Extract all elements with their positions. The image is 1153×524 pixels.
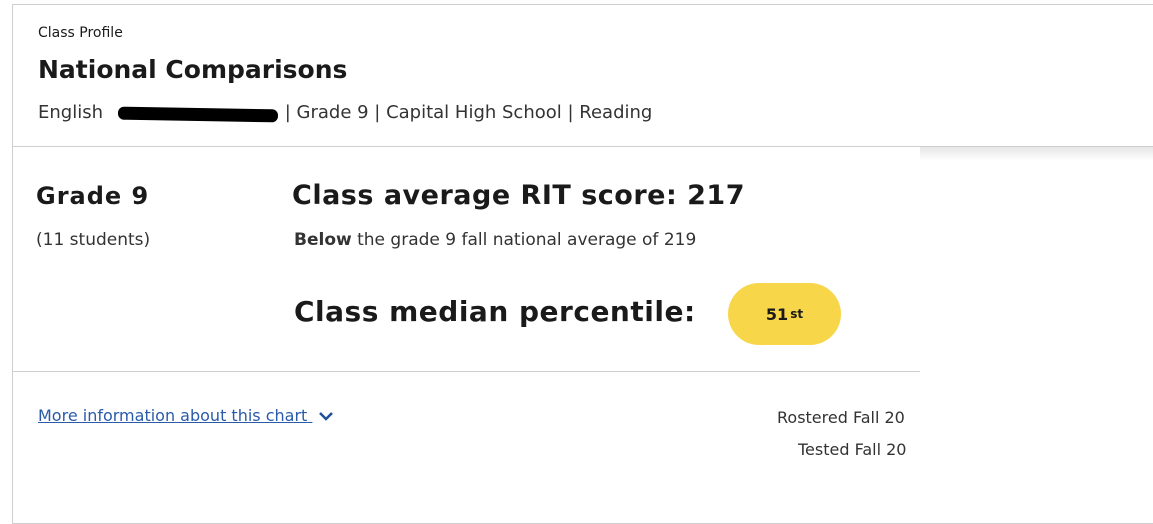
subtitle-start: English [38,102,103,123]
percentile-label: Class median percentile: [294,295,696,328]
percentile-suffix: st [790,307,804,321]
comparison-bold: Below [294,230,352,250]
redaction [117,106,279,123]
students: (11 students) [36,230,151,250]
shadow [920,147,1153,161]
subtitle: English | Grade 9 | Capital High School … [38,102,652,123]
page: Class Profile National Comparisons Engli… [12,4,1153,524]
comparison-rest: the grade 9 fall national average of 219 [351,230,697,250]
info-link[interactable]: More information about this chart [38,406,334,425]
eyebrow: Class Profile [38,25,123,41]
info-link-text[interactable]: More information about this chart [38,406,308,425]
blank-area [920,161,1153,513]
rostered: Rostered Fall 20 [777,408,905,427]
divider [12,371,920,372]
comparison: Below the grade 9 fall national average … [294,230,696,250]
percentile-value: 51 [765,304,789,324]
subtitle-end: | Grade 9 | Capital High School | Readin… [279,102,653,123]
tested: Tested Fall 20 [798,440,907,459]
rit-heading: Class average RIT score: 217 [292,180,746,211]
chevron-icon[interactable] [318,411,334,423]
title: National Comparisons [38,55,348,84]
grade: Grade 9 [36,182,150,210]
divider [12,146,1153,147]
